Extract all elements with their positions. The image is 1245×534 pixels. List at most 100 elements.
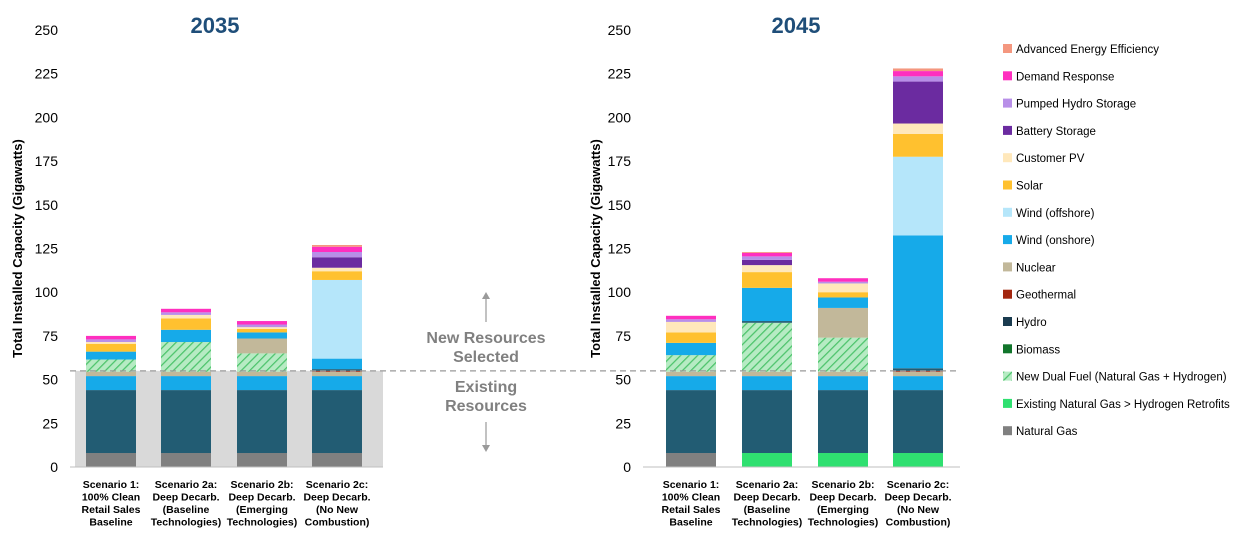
up-arrow-head-icon [482, 292, 490, 299]
bar-segment [666, 319, 716, 322]
bar-segment [312, 453, 362, 467]
bar-segment [312, 359, 362, 369]
bar-segment [666, 376, 716, 390]
panel-2035: 2035 Total Installed Capacity (Gigawatts)… [10, 13, 383, 529]
bar-segment [237, 453, 287, 467]
bar-segment [818, 282, 868, 284]
legend-label: Advanced Energy Efficiency [1016, 44, 1159, 56]
y-tick-label: 225 [35, 66, 59, 82]
bar-segment [312, 372, 362, 376]
legend-item: Natural Gas [1003, 426, 1078, 438]
y-tick-label: 25 [42, 415, 58, 431]
bar-segment [237, 321, 287, 324]
y-tick-label: 225 [608, 66, 632, 82]
y-tick-label: 175 [608, 153, 632, 169]
bar-segment [742, 272, 792, 288]
legend-label: Hydro [1016, 317, 1047, 329]
bar-segment [237, 332, 287, 338]
bar-segment [666, 355, 716, 372]
y-tick-label: 200 [608, 109, 632, 125]
legend-label: Natural Gas [1016, 426, 1078, 438]
bar-segment [818, 278, 868, 281]
y-tick-label: 250 [35, 22, 59, 38]
y-tick-label: 125 [35, 241, 59, 257]
bar-segment [161, 312, 211, 315]
y-tick-label: 75 [42, 328, 58, 344]
legend-item: Nuclear [1003, 262, 1056, 274]
bar-segment [818, 283, 868, 292]
x-category-label: Scenario 2a: Deep Decarb. (Baseline Technol… [151, 479, 221, 529]
bar-segment [161, 309, 211, 312]
bar-segment [818, 372, 868, 376]
bar-segment [312, 247, 362, 252]
x-category-label: Scenario 1: 100% Clean Retail Sales Baselin… [82, 479, 141, 529]
bar-segment [666, 390, 716, 453]
legend-swatch [1003, 235, 1012, 244]
bar-segment [161, 318, 211, 329]
bar-segment [742, 453, 792, 467]
bar-segment [237, 353, 287, 371]
bar-segment [818, 292, 868, 297]
legend-swatch [1003, 44, 1012, 53]
legend-swatch [1003, 126, 1012, 135]
bar-segment [161, 342, 211, 372]
bar-segment [312, 280, 362, 359]
bar-segment [237, 390, 287, 453]
legend-item: Biomass [1003, 344, 1060, 356]
bar-segment [312, 252, 362, 257]
y-tick-label: 75 [615, 328, 631, 344]
legend-label: Solar [1016, 181, 1043, 193]
y-tick-label: 125 [608, 241, 632, 257]
bar-segment [742, 288, 792, 321]
bar-segment [893, 390, 943, 453]
bar-segment [893, 376, 943, 390]
bar-segment [237, 327, 287, 329]
x-category-label: Scenario 2c: Deep Decarb. (No New Combustio… [884, 479, 951, 529]
bar-segment [86, 359, 136, 371]
bar-segment [161, 315, 211, 318]
y-tick-label: 50 [42, 372, 58, 388]
bar-segment [86, 339, 136, 342]
legend-label: Pumped Hydro Storage [1016, 99, 1136, 111]
y-tick-label: 100 [608, 284, 632, 300]
legend-item: Advanced Energy Efficiency [1003, 44, 1159, 56]
legend-item: Pumped Hydro Storage [1003, 99, 1136, 111]
panel-2045: 2045Total Installed Capacity (Gigawatts)… [588, 13, 960, 529]
legend-swatch [1003, 317, 1012, 326]
bar-segment [86, 453, 136, 467]
bar-segment [742, 376, 792, 390]
x-category-label: Scenario 2a: Deep Decarb. (Baseline Technol… [732, 479, 802, 529]
bar-segment [86, 376, 136, 390]
legend-item: Hydro [1003, 317, 1047, 329]
bar-segment [742, 253, 792, 256]
legend-item: Battery Storage [1003, 126, 1096, 138]
bar-segment [893, 68, 943, 71]
legend-item: Existing Natural Gas > Hydrogen Retrofit… [1003, 399, 1230, 411]
bar-segment [893, 82, 943, 124]
bar-segment [666, 316, 716, 319]
y-tick-label: 150 [608, 197, 632, 213]
bar-segment [742, 265, 792, 272]
legend-item: Geothermal [1003, 290, 1076, 302]
bar-segment [86, 352, 136, 360]
x-category-label: Scenario 2c: Deep Decarb. (No New Combustio… [303, 479, 370, 529]
bar-segment [818, 338, 868, 372]
bar-segment [312, 245, 362, 247]
legend-swatch [1003, 181, 1012, 190]
bar-segment [86, 342, 136, 344]
legend-item: Solar [1003, 181, 1043, 193]
bar-segment [312, 376, 362, 390]
legend-swatch [1003, 426, 1012, 435]
bar-segment [742, 323, 792, 372]
bar-segment [893, 453, 943, 467]
bar-segment [237, 325, 287, 328]
bar-segment [893, 134, 943, 157]
bar-segment [666, 322, 716, 332]
existing-resources-annotation: Existing Resources [445, 379, 527, 415]
bar-segment [237, 376, 287, 390]
y-axis-title-2035: Total Installed Capacity (Gigawatts) [10, 139, 25, 358]
legend-swatch [1003, 372, 1012, 381]
bar-segment [312, 268, 362, 271]
y-tick-label: 150 [35, 197, 59, 213]
